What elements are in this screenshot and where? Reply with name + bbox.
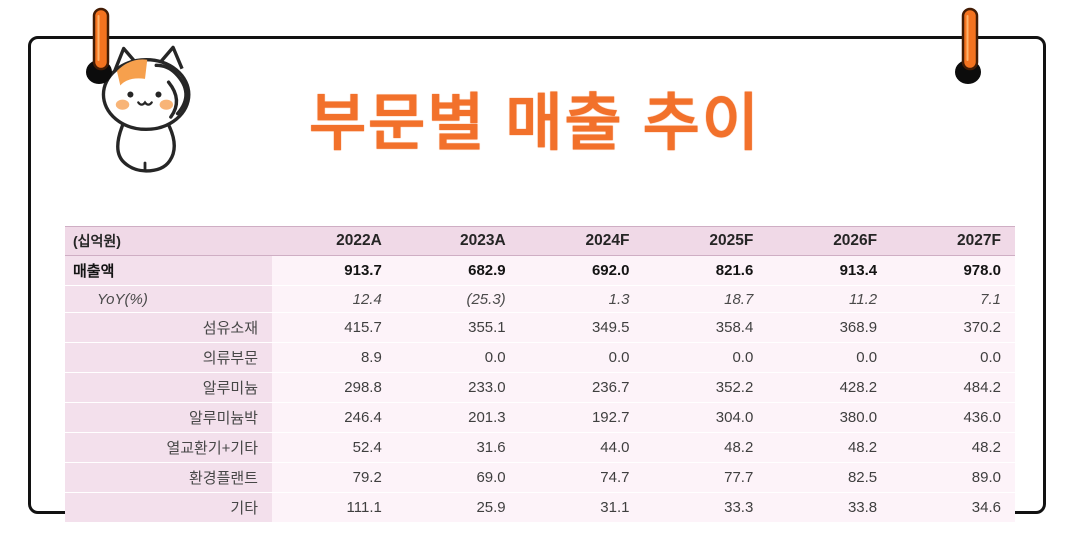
cell-value: 0.0	[891, 342, 1015, 373]
cell-value: 0.0	[395, 342, 520, 373]
row-label: 알루미늄박	[65, 402, 272, 433]
table-row: 섬유소재 415.7 355.1 349.5 358.4 368.9 370.2	[65, 312, 1015, 343]
cell-value: 913.4	[767, 255, 892, 286]
cell-value: 913.7	[272, 255, 396, 286]
cell-value: 69.0	[395, 462, 520, 493]
row-label: 의류부문	[65, 342, 272, 373]
column-header: 2027F	[891, 226, 1015, 256]
pushpin-left-icon	[86, 6, 116, 88]
cell-value: (25.3)	[395, 285, 520, 313]
cell-value: 298.8	[272, 372, 396, 403]
table-header-row: (십억원) 2022A 2023A 2024F 2025F 2026F 2027…	[65, 226, 1015, 256]
cell-value: 236.7	[519, 372, 644, 403]
row-label: 기타	[65, 492, 272, 523]
cell-value: 82.5	[767, 462, 892, 493]
table-row: 열교환기+기타 52.4 31.6 44.0 48.2 48.2 48.2	[65, 432, 1015, 463]
cell-value: 304.0	[643, 402, 768, 433]
cell-value: 415.7	[272, 312, 396, 343]
cell-value: 79.2	[272, 462, 396, 493]
cell-value: 349.5	[519, 312, 644, 343]
cell-value: 484.2	[891, 372, 1015, 403]
column-header: 2024F	[519, 226, 644, 256]
cell-value: 352.2	[643, 372, 768, 403]
cell-value: 436.0	[891, 402, 1015, 433]
cell-value: 12.4	[272, 285, 396, 313]
cell-value: 89.0	[891, 462, 1015, 493]
cell-value: 192.7	[519, 402, 644, 433]
cell-value: 74.7	[519, 462, 644, 493]
table-row: 알루미늄박 246.4 201.3 192.7 304.0 380.0 436.…	[65, 402, 1015, 433]
cell-value: 111.1	[272, 492, 396, 523]
cell-value: 821.6	[643, 255, 768, 286]
table-row: 기타 111.1 25.9 31.1 33.3 33.8 34.6	[65, 492, 1015, 523]
cell-value: 48.2	[643, 432, 768, 463]
cell-value: 368.9	[767, 312, 892, 343]
revenue-table-container: (십억원) 2022A 2023A 2024F 2025F 2026F 2027…	[65, 226, 1015, 523]
cell-value: 77.7	[643, 462, 768, 493]
column-header: 2023A	[395, 226, 520, 256]
cell-value: 31.1	[519, 492, 644, 523]
unit-label: (십억원)	[65, 226, 272, 256]
table-row: 매출액 913.7 682.9 692.0 821.6 913.4 978.0	[65, 255, 1015, 286]
cell-value: 18.7	[643, 285, 768, 313]
cell-value: 34.6	[891, 492, 1015, 523]
cell-value: 52.4	[272, 432, 396, 463]
page-title: 부문별 매출 추이	[309, 89, 761, 158]
cell-value: 33.3	[643, 492, 768, 523]
table-row: 환경플랜트 79.2 69.0 74.7 77.7 82.5 89.0	[65, 462, 1015, 493]
pushpin-right-icon	[955, 6, 985, 88]
cell-value: 358.4	[643, 312, 768, 343]
cell-value: 978.0	[891, 255, 1015, 286]
row-label: 매출액	[65, 255, 272, 286]
row-label: 열교환기+기타	[65, 432, 272, 463]
cell-value: 7.1	[891, 285, 1015, 313]
cell-value: 201.3	[395, 402, 520, 433]
cell-value: 0.0	[519, 342, 644, 373]
table-row: 의류부문 8.9 0.0 0.0 0.0 0.0 0.0	[65, 342, 1015, 373]
cell-value: 233.0	[395, 372, 520, 403]
cell-value: 692.0	[519, 255, 644, 286]
cell-value: 48.2	[891, 432, 1015, 463]
column-header: 2026F	[767, 226, 892, 256]
cell-value: 25.9	[395, 492, 520, 523]
cell-value: 8.9	[272, 342, 396, 373]
cell-value: 246.4	[272, 402, 396, 433]
row-label: YoY(%)	[65, 285, 272, 313]
cell-value: 682.9	[395, 255, 520, 286]
cell-value: 11.2	[767, 285, 892, 313]
column-header: 2025F	[643, 226, 768, 256]
cell-value: 31.6	[395, 432, 520, 463]
cell-value: 428.2	[767, 372, 892, 403]
cell-value: 33.8	[767, 492, 892, 523]
cell-value: 370.2	[891, 312, 1015, 343]
cell-value: 0.0	[643, 342, 768, 373]
revenue-table: (십억원) 2022A 2023A 2024F 2025F 2026F 2027…	[65, 226, 1015, 523]
cell-value: 355.1	[395, 312, 520, 343]
row-label: 환경플랜트	[65, 462, 272, 493]
row-label: 알루미늄	[65, 372, 272, 403]
column-header: 2022A	[272, 226, 396, 256]
cell-value: 1.3	[519, 285, 644, 313]
table-row: YoY(%) 12.4 (25.3) 1.3 18.7 11.2 7.1	[65, 285, 1015, 313]
row-label: 섬유소재	[65, 312, 272, 343]
header: 부문별 매출 추이	[70, 42, 1010, 192]
cell-value: 380.0	[767, 402, 892, 433]
cell-value: 44.0	[519, 432, 644, 463]
cell-value: 0.0	[767, 342, 892, 373]
table-row: 알루미늄 298.8 233.0 236.7 352.2 428.2 484.2	[65, 372, 1015, 403]
cat-mascot-illustration	[70, 44, 220, 190]
cell-value: 48.2	[767, 432, 892, 463]
